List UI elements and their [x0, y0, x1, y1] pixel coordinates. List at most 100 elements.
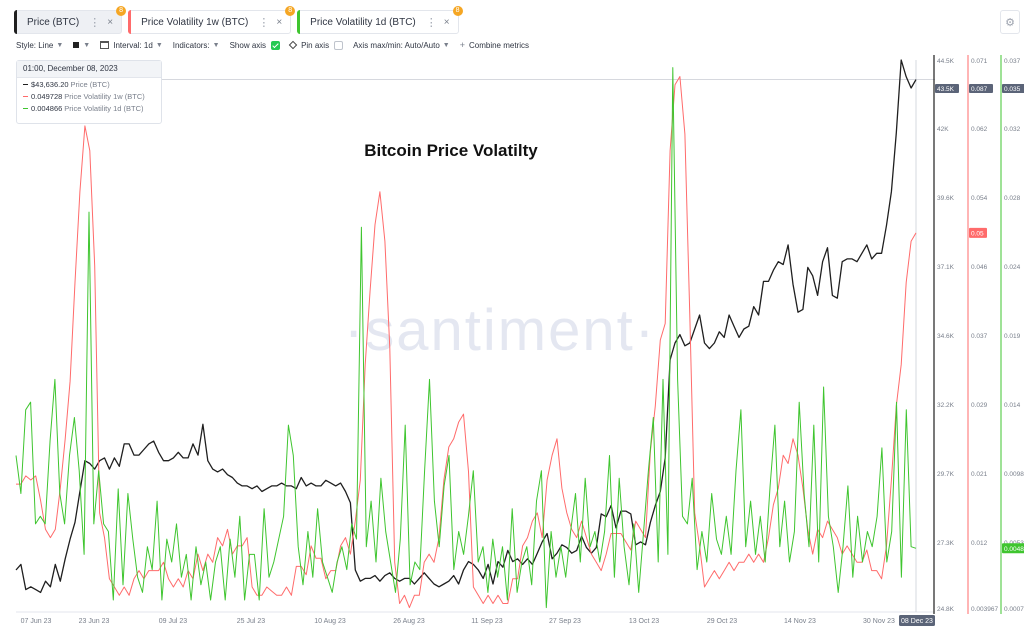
tab-price-btc[interactable]: Price (BTC) ⋮ × 8 [14, 6, 127, 34]
x-tick-label: 23 Jun 23 [79, 618, 110, 625]
metric-tabs: Price (BTC) ⋮ × 8 Price Volatility 1w (B… [14, 6, 463, 36]
chevron-down-icon: ▼ [83, 41, 91, 49]
x-tick-label: 10 Aug 23 [314, 618, 346, 625]
series-line-3 [15, 67, 917, 609]
y-tick-label: 39.6K [937, 195, 955, 202]
chart-toolbar: Style: Line ▼ ▼ Interval: 1d ▼ Indicator… [16, 38, 539, 52]
kebab-icon[interactable]: ⋮ [258, 16, 269, 29]
kebab-icon[interactable]: ⋮ [89, 16, 100, 29]
notification-badge: 8 [285, 6, 296, 16]
show-axis-checkbox[interactable] [271, 40, 281, 50]
close-icon[interactable]: × [107, 16, 114, 28]
y-tick-label: 37.1K [937, 264, 955, 271]
close-icon[interactable]: × [443, 16, 450, 28]
y-tick-label: 34.6K [937, 333, 955, 340]
y-tick-label: 0.037 [1004, 58, 1021, 65]
kebab-icon[interactable]: ⋮ [425, 16, 437, 29]
current-value-label: 43.5K [937, 86, 955, 93]
y-tick-label: 0.028 [1004, 195, 1021, 202]
y-tick-label: 0.029 [971, 402, 988, 409]
settings-button[interactable]: ⚙ [1000, 10, 1020, 34]
series-value-label: 0.05 [971, 230, 984, 237]
tab-label: Price (BTC) [27, 16, 80, 28]
legend-item: 0.049728 Price Volatility 1w (BTC) [17, 91, 161, 102]
x-tick-label: 11 Sep 23 [471, 618, 503, 625]
y-tick-label: 0.012 [971, 540, 988, 547]
x-tick-label: 07 Jun 23 [21, 618, 52, 625]
pin-axis-checkbox[interactable] [334, 40, 344, 50]
tab-price-volatility-1w[interactable]: Price Volatility 1w (BTC) ⋮ × 8 [128, 6, 296, 34]
chart-frame [16, 60, 935, 613]
x-tick-label: 29 Oct 23 [707, 618, 737, 625]
current-value-badge: 43.5K [935, 84, 959, 93]
tab-price-volatility-1d[interactable]: Price Volatility 1d (BTC) ⋮ × 8 [297, 6, 463, 34]
style-label: Style: Line [16, 40, 54, 50]
y-tick-label: 0.046 [971, 264, 988, 271]
current-value-badge: 0.087 [969, 84, 993, 93]
y-tick-label: 0.054 [971, 195, 988, 202]
legend-value: 0.004866 [31, 104, 63, 113]
interval-select[interactable]: Interval: 1d ▼ [100, 41, 163, 50]
current-value-label: 0.087 [971, 86, 988, 93]
x-tick-label: 27 Sep 23 [549, 618, 581, 625]
pin-icon [288, 40, 298, 50]
y-tick-label: 0.003967 [971, 606, 998, 613]
series-value-badge: 0.00486 [1002, 543, 1024, 554]
watermark: ·santiment· [344, 298, 656, 363]
notification-badge: 8 [452, 6, 463, 16]
legend-item: 0.004866 Price Volatility 1d (BTC) [17, 103, 161, 114]
y-tick-label: 0.019 [1004, 333, 1021, 340]
y-tick-label: 0.062 [971, 126, 988, 133]
y-tick-label: 24.8K [937, 606, 955, 613]
x-tick-label: 25 Jul 23 [237, 618, 266, 625]
tab-color-bar [128, 10, 132, 34]
close-icon[interactable]: × [276, 16, 283, 28]
y-tick-label: 0.024 [1004, 264, 1021, 271]
color-picker[interactable]: ▼ [73, 42, 90, 49]
chevron-down-icon: ▼ [155, 41, 163, 49]
style-select[interactable]: Style: Line ▼ [16, 41, 63, 50]
x-tick-label: 13 Oct 23 [629, 618, 659, 625]
x-axis: 07 Jun 23 23 Jun 23 09 Jul 23 25 Jul 23 10 A… [21, 615, 935, 626]
legend-name: Price Volatility 1d (BTC) [64, 104, 144, 113]
x-tick-label: 30 Nov 23 [863, 618, 895, 625]
legend-value: $43,636.20 [31, 80, 69, 89]
chevron-down-icon: ▼ [56, 41, 64, 49]
tab-label: Price Volatility 1d (BTC) [310, 16, 416, 28]
y-tick-label: 42K [937, 126, 949, 133]
tooltip-legend: 01:00, December 08, 2023 $43,636.20 Pric… [16, 60, 162, 124]
series-value-badge: 0.05 [969, 227, 987, 238]
indicators-select[interactable]: Indicators: ▼ [173, 41, 220, 50]
interval-label: Interval: 1d [113, 40, 153, 50]
x-tick-label: 09 Jul 23 [159, 618, 188, 625]
legend-item: $43,636.20 Price (BTC) [17, 79, 161, 90]
tooltip-date: 01:00, December 08, 2023 [17, 61, 161, 78]
combine-metrics-button[interactable]: + Combine metrics [460, 40, 529, 50]
y-tick-label: 0.014 [1004, 402, 1021, 409]
y-tick-label: 32.2K [937, 402, 955, 409]
x-end-label: 08 Dec 23 [901, 618, 933, 625]
y-tick-label: 0.037 [971, 333, 988, 340]
x-current-date: 08 Dec 23 [899, 615, 935, 626]
x-tick-label: 26 Aug 23 [393, 618, 425, 625]
calendar-icon [100, 41, 110, 49]
chevron-down-icon: ▼ [442, 41, 450, 49]
pin-axis-toggle[interactable]: Pin axis [288, 40, 344, 50]
combine-metrics-label: Combine metrics [468, 40, 529, 50]
indicators-label: Indicators: [172, 40, 210, 50]
plus-icon: + [459, 40, 465, 50]
series-line-1 [15, 59, 917, 594]
show-axis-label: Show axis [229, 40, 267, 50]
y-tick-label: 27.3K [937, 540, 955, 547]
notification-badge: 8 [116, 6, 127, 16]
tab-color-bar [14, 10, 17, 34]
legend-swatch [23, 83, 28, 86]
color-swatch-icon [73, 42, 80, 48]
series-value-label: 0.00486 [1004, 546, 1024, 553]
y-axes: 44.5K 42K 39.6K 37.1K 34.6K 32.2K 29.7K 27.3K 24… [933, 55, 1024, 614]
legend-swatch [23, 107, 28, 110]
current-value-badge: 0.035 [1002, 84, 1024, 93]
axis-max-min-label: Axis max/min: Auto/Auto [353, 40, 440, 50]
axis-max-min-select[interactable]: Axis max/min: Auto/Auto ▼ [353, 41, 450, 50]
show-axis-toggle[interactable]: Show axis [229, 40, 281, 50]
